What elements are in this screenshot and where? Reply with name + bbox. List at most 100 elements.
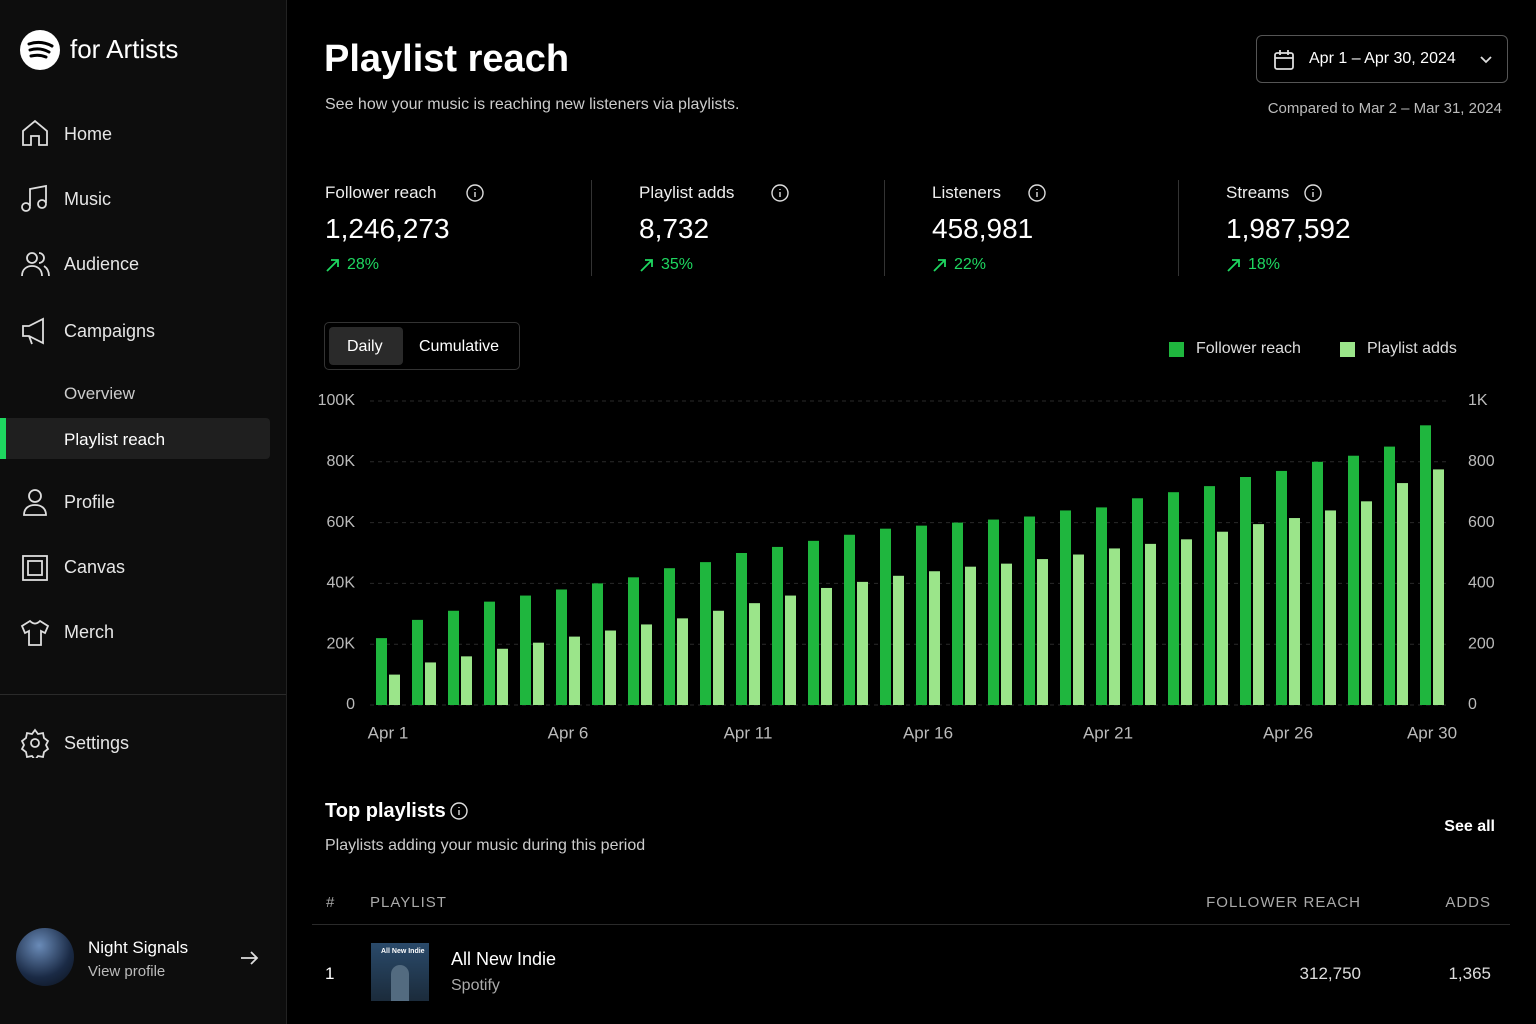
nav-item[interactable]: Canvas	[64, 557, 126, 577]
section-title: Top playlists	[325, 800, 446, 822]
bar	[700, 562, 711, 705]
bar	[1253, 524, 1264, 705]
up-arrow	[640, 259, 653, 272]
x-tick-label: Apr 21	[1083, 723, 1133, 742]
bar	[664, 568, 675, 705]
nav-item[interactable]: Settings	[64, 733, 130, 753]
bar	[569, 636, 580, 705]
bar	[736, 553, 747, 705]
stat-label: Playlist adds	[639, 183, 735, 202]
bar	[713, 610, 724, 705]
playlist-owner: Spotify	[451, 977, 500, 994]
bar	[821, 587, 832, 705]
stat-change: 28%	[347, 256, 380, 273]
stat-label: Follower reach	[325, 183, 437, 202]
tabs: Daily Cumulative	[324, 322, 520, 370]
bar	[1276, 470, 1287, 705]
bar	[772, 546, 783, 705]
bar	[1168, 492, 1179, 705]
bar	[965, 566, 976, 705]
nav-item[interactable]: Campaigns	[64, 321, 156, 341]
bar	[1001, 563, 1012, 705]
date-picker[interactable]: Apr 1 – Apr 30, 2024	[1256, 35, 1508, 83]
stat-change: 18%	[1248, 256, 1281, 273]
bar	[880, 528, 891, 705]
adds: 1,365	[1448, 964, 1491, 983]
tab[interactable]: Cumulative	[419, 338, 500, 355]
y-tick-label: 0	[346, 696, 355, 713]
cover[interactable]: All New Indie	[371, 943, 429, 1001]
sub-nav-item[interactable]: Playlist reach	[64, 430, 166, 449]
bar	[893, 575, 904, 705]
profile-link[interactable]: View profile	[88, 963, 166, 980]
bar	[1204, 486, 1215, 705]
column-header: FOLLOWER REACH	[1206, 894, 1361, 911]
nav-item[interactable]: Home	[64, 124, 113, 144]
bar	[1073, 554, 1084, 705]
separator	[591, 180, 592, 276]
avatar	[16, 928, 74, 986]
bar	[677, 618, 688, 705]
y2-tick-label: 0	[1468, 696, 1477, 713]
y-tick-label: 20K	[327, 635, 356, 652]
campaigns-icon	[22, 317, 44, 345]
legend-swatch	[1340, 342, 1355, 357]
up-arrow	[1227, 259, 1240, 272]
playlist-name[interactable]: All New Indie	[451, 949, 557, 969]
bar	[952, 522, 963, 705]
stat-value: 1,246,273	[325, 213, 450, 244]
y-tick-label: 100K	[318, 392, 356, 409]
stat-value: 1,987,592	[1226, 213, 1351, 244]
bar	[533, 642, 544, 705]
see-all[interactable]: See all	[1444, 818, 1495, 835]
x-tick-label: Apr 6	[548, 723, 589, 742]
info-icon	[1304, 184, 1322, 202]
bar	[785, 595, 796, 705]
active-item	[0, 418, 270, 459]
x-tick-label: Apr 16	[903, 723, 953, 742]
info-icon	[450, 802, 468, 820]
stat-value: 458,981	[932, 213, 1034, 244]
y2-tick-label: 800	[1468, 453, 1495, 470]
bar	[929, 571, 940, 705]
bar	[1096, 507, 1107, 705]
bar	[520, 595, 531, 705]
legend-swatch	[1169, 342, 1184, 357]
y-tick-label: 80K	[327, 453, 356, 470]
bar	[1145, 543, 1156, 705]
nav-item[interactable]: Audience	[64, 254, 140, 274]
y2-tick-label: 400	[1468, 575, 1495, 592]
bar	[1217, 531, 1228, 705]
bar	[916, 525, 927, 705]
cover-label: All New Indie	[381, 948, 425, 955]
bar	[412, 619, 423, 705]
bar	[1433, 469, 1444, 705]
bar	[857, 581, 868, 705]
legend-label: Playlist adds	[1367, 340, 1457, 357]
nav-item[interactable]: Merch	[64, 622, 115, 642]
column-header: #	[326, 894, 336, 911]
tab[interactable]: Daily	[347, 338, 383, 355]
nav-item[interactable]: Music	[64, 189, 112, 209]
sub-nav-item[interactable]: Overview	[64, 384, 135, 403]
stat-label: Streams	[1226, 183, 1290, 202]
info-icon	[1028, 184, 1046, 202]
bar	[1132, 498, 1143, 705]
column-header: ADDS	[1445, 894, 1491, 911]
bar	[1312, 461, 1323, 705]
nav-item[interactable]: Profile	[64, 492, 116, 512]
bar	[425, 662, 436, 705]
rank: 1	[325, 964, 335, 983]
bar	[1384, 446, 1395, 705]
column-header: PLAYLIST	[370, 894, 447, 911]
bar	[1361, 501, 1372, 705]
bar	[484, 601, 495, 705]
up-arrow	[933, 259, 946, 272]
profile-name[interactable]: Night Signals	[88, 938, 189, 957]
x-tick-label: Apr 11	[724, 723, 773, 742]
separator	[1178, 180, 1179, 276]
profile-icon	[23, 489, 47, 516]
chart: 0 20K 40K 60K 80K 100K 0 200 400 600 800 1K Apr 1 Apr…	[318, 392, 1495, 742]
stat-change: 22%	[954, 256, 987, 273]
